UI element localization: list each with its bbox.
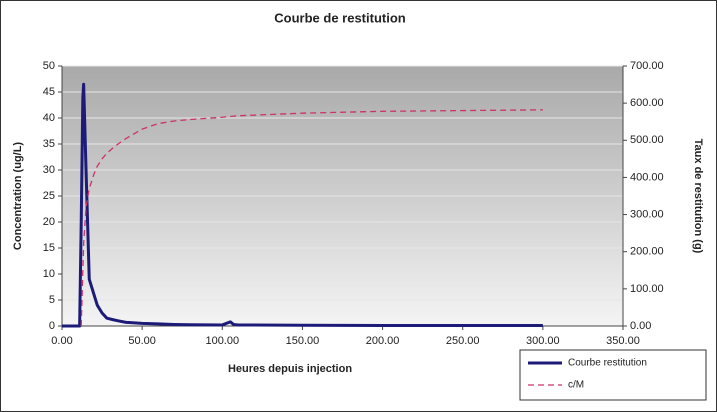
y-tick-label: 0	[49, 320, 55, 332]
y2-tick-label: 0.00	[630, 320, 651, 332]
y2-tick-label: 100.00	[630, 283, 664, 295]
y-tick-label: 30	[43, 164, 55, 176]
y2-tick-label: 300.00	[630, 208, 664, 220]
y2-tick-label: 500.00	[630, 134, 664, 146]
y-tick-label: 35	[43, 138, 55, 150]
y2-tick-label: 200.00	[630, 246, 664, 258]
series-line	[80, 109, 543, 327]
y2-tick-label: 400.00	[630, 171, 664, 183]
y2-tick-label: 600.00	[630, 97, 664, 109]
x-tick-label: 200.00	[366, 335, 400, 347]
y-tick-label: 50	[43, 60, 55, 72]
chart-title: Courbe de restitution	[274, 10, 406, 25]
y2-tick-label: 700.00	[630, 60, 664, 72]
x-tick-label: 350.00	[606, 335, 640, 347]
y-tick-label: 45	[43, 86, 55, 98]
x-tick-label: 150.00	[286, 335, 320, 347]
y-tick-label: 20	[43, 216, 55, 228]
x-tick-label: 300.00	[526, 335, 560, 347]
x-tick-label: 250.00	[446, 335, 480, 347]
legend-box	[519, 349, 707, 401]
y-tick-label: 10	[43, 268, 55, 280]
y-axis-title: Concentration (ug/L)	[12, 142, 24, 250]
y-tick-label: 5	[49, 294, 55, 306]
y-tick-label: 25	[43, 190, 55, 202]
legend-text: c/M	[568, 380, 584, 391]
x-tick-label: 50.00	[128, 335, 156, 347]
x-tick-label: 100.00	[205, 335, 239, 347]
y2-axis-title: Taux de restitution (g)	[692, 139, 704, 254]
y-tick-label: 15	[43, 242, 55, 254]
y-tick-label: 40	[43, 112, 55, 124]
series-line	[62, 82, 543, 328]
x-tick-label: 0.00	[51, 335, 72, 347]
x-axis-title: Heures depuis injection	[228, 363, 352, 375]
legend-text: Courbe restitution	[568, 358, 647, 369]
